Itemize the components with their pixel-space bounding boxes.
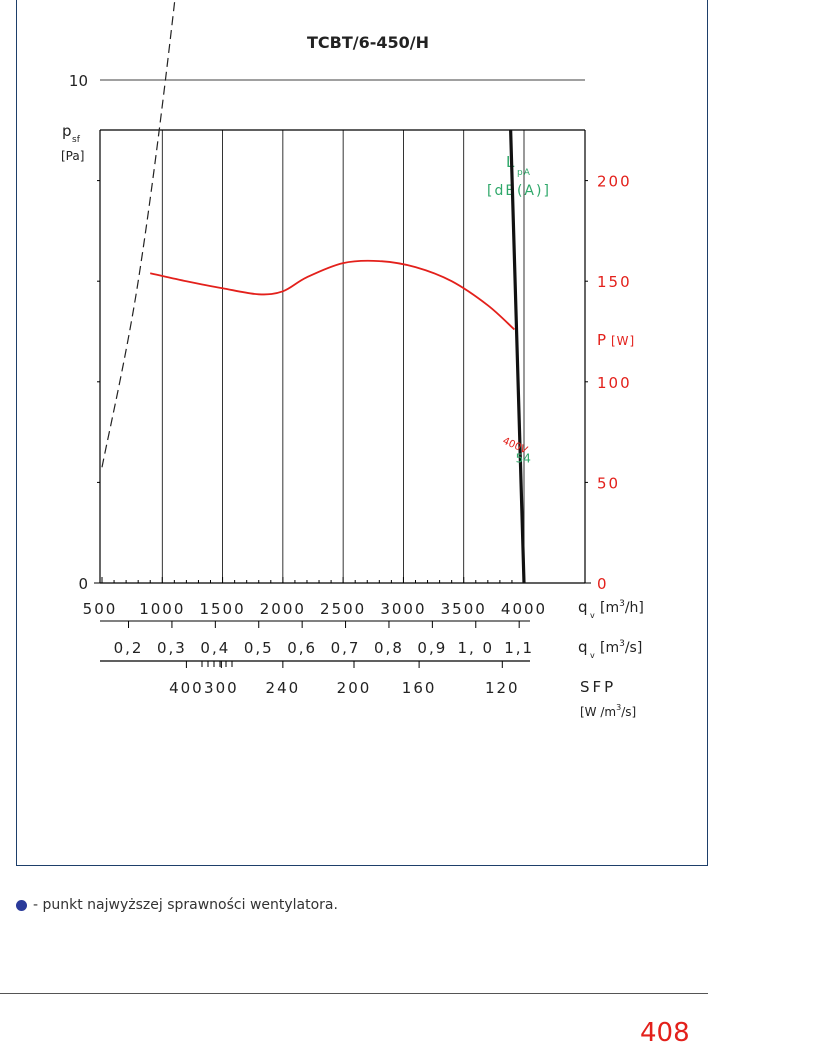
left-axis-label: p: [62, 122, 72, 140]
sfp-axis-tick-label: 200: [337, 679, 372, 697]
right-axis-label: P: [597, 331, 606, 349]
eta-max-marker-icon: [16, 899, 27, 911]
left-axis-tick-label: 0: [78, 575, 88, 593]
x-axis-tick-label: 500: [83, 600, 118, 618]
chart-frame: [16, 0, 708, 866]
x-axis-tick-label: 2000: [260, 600, 306, 618]
noise-axis-label-sub: pA: [517, 168, 531, 178]
chart-title: TCBT/6-450/H: [307, 33, 429, 52]
m3s-axis-tick-label: 1, 0: [457, 639, 494, 657]
sfp-axis-tick-label: 400: [169, 679, 204, 697]
m3s-axis-label: q: [578, 638, 588, 656]
left-axis-tick-label: 10: [69, 72, 88, 90]
x-axis-tick-label: 3000: [380, 600, 426, 618]
m3s-axis-tick-label: 0,6: [287, 639, 317, 657]
m3s-axis-tick-label: 1,1: [504, 639, 534, 657]
noise-axis-unit: [dB(A)]: [487, 183, 551, 199]
m3s-axis-tick-label: 0,5: [244, 639, 274, 657]
m3s-axis-tick-label: 0,3: [157, 639, 187, 657]
page-number: 408: [640, 1018, 690, 1048]
right-axis-tick-label: 150: [597, 273, 632, 291]
x-axis-tick-label: 2500: [320, 600, 366, 618]
sfp-axis-tick-label: 240: [266, 679, 301, 697]
sfp-axis-unit: [W /m3/s]: [580, 703, 636, 719]
x-axis-label-sub: v: [590, 611, 595, 620]
x-axis-tick-label: 1000: [139, 600, 185, 618]
footer-divider: [0, 993, 708, 994]
right-axis-tick-label: 200: [597, 173, 632, 191]
x-axis-tick-label: 3500: [441, 600, 487, 618]
right-axis-unit: [W]: [611, 334, 635, 348]
power-curve-line: [150, 259, 515, 331]
sfp-axis-tick-label: 160: [402, 679, 437, 697]
grid-lines: [100, 79, 585, 583]
right-axis-tick-label: 50: [597, 474, 620, 492]
m3s-axis-tick-label: 0,8: [374, 639, 404, 657]
left-axis-unit: [Pa]: [61, 149, 84, 163]
m3s-axis-tick-label: 0,2: [114, 639, 144, 657]
sfp-axis-tick-label: 300: [204, 679, 239, 697]
x-axis-label: q: [578, 598, 588, 616]
right-axis-tick-label: 0: [597, 575, 609, 593]
x-axis-tick-label: 4000: [501, 600, 547, 618]
m3s-axis-tick-label: 0,9: [417, 639, 447, 657]
left-axis-label-sub: sf: [72, 135, 81, 145]
legend-note-text: - punkt najwyższej sprawności wentylator…: [33, 897, 338, 913]
right-axis-tick-label: 100: [597, 374, 632, 392]
sfp-axis-label: SFP: [580, 678, 616, 696]
m3s-axis-label-sub: v: [590, 651, 595, 660]
sfp-axis-tick-label: 120: [485, 679, 520, 697]
noise-value-label: 54: [516, 451, 531, 465]
m3s-axis-unit: [m3/s]: [600, 639, 642, 656]
x-axis-tick-label: 1500: [199, 600, 245, 618]
legend-note: - punkt najwyższej sprawności wentylator…: [16, 897, 338, 913]
m3s-axis-tick-label: 0,7: [331, 639, 361, 657]
x-axis-unit: [m3/h]: [600, 599, 644, 616]
m3s-axis-tick-label: 0,4: [200, 639, 230, 657]
